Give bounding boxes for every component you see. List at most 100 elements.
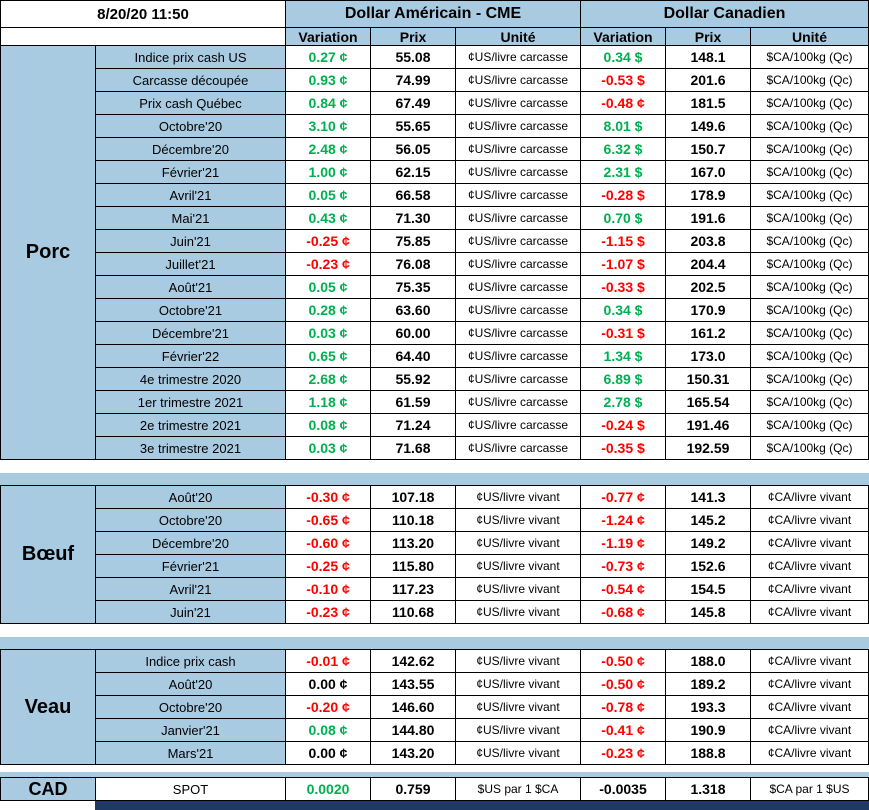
ca-variation-cell: 2.78 $	[581, 391, 666, 414]
us-price-cell: 55.92	[371, 368, 456, 391]
bottom-strip	[0, 801, 869, 810]
ca-unit-cell: ¢CA/livre vivant	[751, 601, 869, 624]
ca-unit-cell: $CA/100kg (Qc)	[751, 345, 869, 368]
us-unit-cell: ¢US/livre carcasse	[456, 115, 581, 138]
ca-variation-cell: -0.73 ¢	[581, 555, 666, 578]
us-unit-cell: ¢US/livre vivant	[456, 555, 581, 578]
ca-variation-cell: -0.78 ¢	[581, 696, 666, 719]
us-price-cell: 71.68	[371, 437, 456, 460]
ca-variation-cell: 8.01 $	[581, 115, 666, 138]
us-price-cell: 110.68	[371, 601, 456, 624]
us-variation-cell: 3.10 ¢	[286, 115, 371, 138]
ca-unit-cell: $CA/100kg (Qc)	[751, 437, 869, 460]
ca-unit-cell: ¢CA/livre vivant	[751, 696, 869, 719]
ca-unit-cell: ¢CA/livre vivant	[751, 555, 869, 578]
ca-unit-cell: ¢CA/livre vivant	[751, 578, 869, 601]
cad-section-title: Dollar Canadien	[581, 1, 869, 28]
us-unit-cell: ¢US/livre carcasse	[456, 345, 581, 368]
row-label: Octobre'21	[96, 299, 286, 322]
us-unit-cell: ¢US/livre carcasse	[456, 184, 581, 207]
us-unit-cell: ¢US/livre carcasse	[456, 138, 581, 161]
us-variation-cell: -0.23 ¢	[286, 601, 371, 624]
ca-price-cell: 154.5	[666, 578, 751, 601]
us-unit-cell: ¢US/livre vivant	[456, 509, 581, 532]
row-label: Indice prix cash US	[96, 46, 286, 69]
ca-unit-cell: ¢CA/livre vivant	[751, 673, 869, 696]
us-unit-cell: $US par 1 $CA	[456, 778, 581, 801]
us-variation-cell: -0.65 ¢	[286, 509, 371, 532]
ca-variation-cell: -0.41 ¢	[581, 719, 666, 742]
ca-unit-cell: $CA/100kg (Qc)	[751, 69, 869, 92]
ca-unit-cell: $CA par 1 $US	[751, 778, 869, 801]
us-unit-cell: ¢US/livre carcasse	[456, 368, 581, 391]
ca-price-cell: 203.8	[666, 230, 751, 253]
ca-price-cell: 150.31	[666, 368, 751, 391]
ca-price-cell: 1.318	[666, 778, 751, 801]
ca-unit-cell: $CA/100kg (Qc)	[751, 46, 869, 69]
row-label: Juin'21	[96, 601, 286, 624]
ca-variation-cell: -0.54 ¢	[581, 578, 666, 601]
ca-variation-cell: 6.89 $	[581, 368, 666, 391]
ca-unit-cell: $CA/100kg (Qc)	[751, 414, 869, 437]
bottom-strip-navy	[95, 801, 869, 810]
usd-section-title: Dollar Américain - CME	[286, 1, 581, 28]
us-variation-cell: -0.25 ¢	[286, 555, 371, 578]
ca-unit-cell: $CA/100kg (Qc)	[751, 391, 869, 414]
ca-variation-cell: -0.68 ¢	[581, 601, 666, 624]
usd-variation-header: Variation	[286, 28, 371, 46]
ca-variation-cell: -0.48 ¢	[581, 92, 666, 115]
us-unit-cell: ¢US/livre vivant	[456, 742, 581, 765]
section-cad: CAD SPOT 0.0020 0.759 $US par 1 $CA -0.0035 1.…	[0, 778, 869, 801]
us-variation-cell: 0.0020	[286, 778, 371, 801]
us-variation-cell: 0.43 ¢	[286, 207, 371, 230]
us-variation-cell: 0.27 ¢	[286, 46, 371, 69]
ca-variation-cell: -0.31 $	[581, 322, 666, 345]
row-label: Avril'21	[96, 578, 286, 601]
row-label: 2e trimestre 2021	[96, 414, 286, 437]
ca-variation-cell: 2.31 $	[581, 161, 666, 184]
us-unit-cell: ¢US/livre carcasse	[456, 299, 581, 322]
us-price-cell: 144.80	[371, 719, 456, 742]
us-unit-cell: ¢US/livre vivant	[456, 486, 581, 509]
row-label: 4e trimestre 2020	[96, 368, 286, 391]
ca-unit-cell: ¢CA/livre vivant	[751, 650, 869, 673]
ca-price-cell: 161.2	[666, 322, 751, 345]
ca-unit-cell: ¢CA/livre vivant	[751, 742, 869, 765]
us-variation-cell: -0.10 ¢	[286, 578, 371, 601]
us-price-cell: 60.00	[371, 322, 456, 345]
us-price-cell: 76.08	[371, 253, 456, 276]
us-variation-cell: 0.03 ¢	[286, 322, 371, 345]
us-price-cell: 74.99	[371, 69, 456, 92]
us-price-cell: 143.55	[371, 673, 456, 696]
row-label: Octobre'20	[96, 696, 286, 719]
us-price-cell: 143.20	[371, 742, 456, 765]
row-label: 3e trimestre 2021	[96, 437, 286, 460]
table-header: 8/20/20 11:50 Dollar Américain - CME Dol…	[0, 0, 869, 46]
us-unit-cell: ¢US/livre carcasse	[456, 253, 581, 276]
us-price-cell: 107.18	[371, 486, 456, 509]
sections-container: Porc Indice prix cash US 0.27 ¢ 55.08 ¢US/li…	[0, 46, 869, 801]
ca-unit-cell: $CA/100kg (Qc)	[751, 184, 869, 207]
us-variation-cell: -0.30 ¢	[286, 486, 371, 509]
us-price-cell: 75.85	[371, 230, 456, 253]
ca-unit-cell: $CA/100kg (Qc)	[751, 161, 869, 184]
us-variation-cell: 0.08 ¢	[286, 414, 371, 437]
us-price-cell: 110.18	[371, 509, 456, 532]
us-variation-cell: -0.23 ¢	[286, 253, 371, 276]
us-unit-cell: ¢US/livre carcasse	[456, 322, 581, 345]
ca-price-cell: 188.8	[666, 742, 751, 765]
ca-price-cell: 192.59	[666, 437, 751, 460]
us-price-cell: 0.759	[371, 778, 456, 801]
row-label: Juillet'21	[96, 253, 286, 276]
row-label: Février'22	[96, 345, 286, 368]
us-unit-cell: ¢US/livre carcasse	[456, 46, 581, 69]
us-variation-cell: 1.00 ¢	[286, 161, 371, 184]
row-label: Juin'21	[96, 230, 286, 253]
ca-price-cell: 170.9	[666, 299, 751, 322]
cad-variation-header: Variation	[581, 28, 666, 46]
ca-variation-cell: -0.33 $	[581, 276, 666, 299]
ca-variation-cell: -0.24 $	[581, 414, 666, 437]
ca-variation-cell: -0.50 ¢	[581, 673, 666, 696]
section-title-boeuf: Bœuf	[1, 486, 96, 624]
row-label: Octobre'20	[96, 115, 286, 138]
